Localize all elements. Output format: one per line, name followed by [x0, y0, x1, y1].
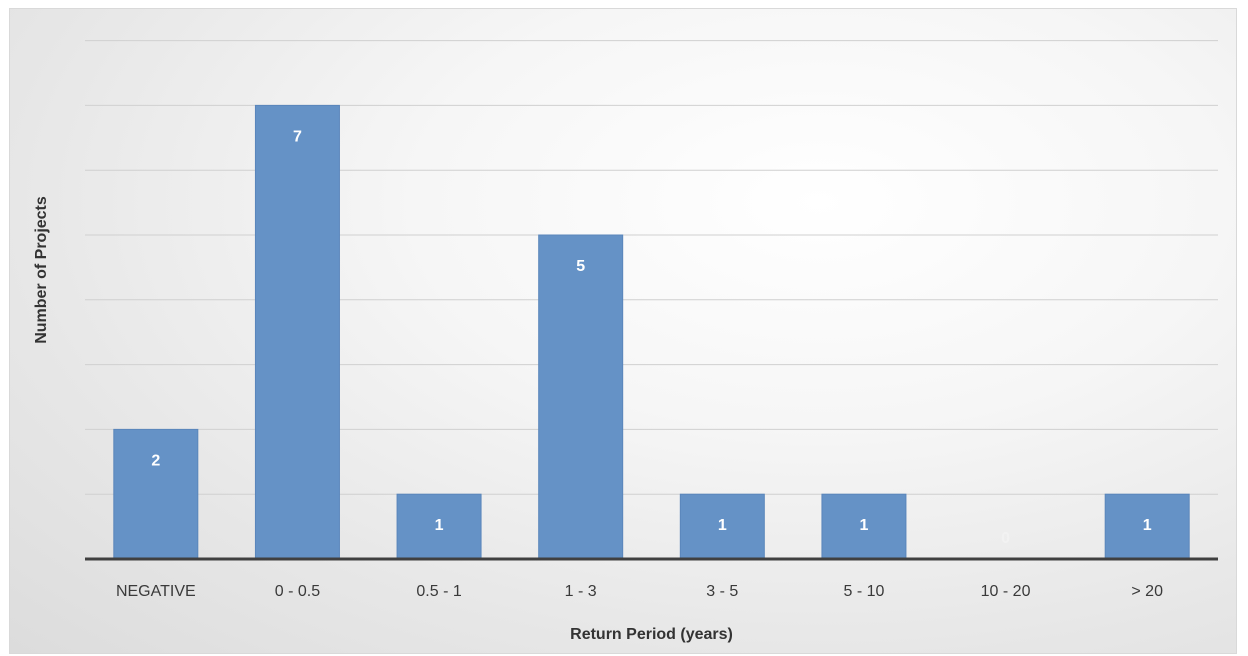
x-tick-label: 0.5 - 1 [416, 583, 461, 600]
x-tick-label: 0 - 0.5 [275, 583, 320, 600]
bar-data-label: 1 [718, 517, 727, 534]
bar [254, 104, 340, 560]
bar-data-label: 0 [1001, 530, 1010, 547]
bar-data-label: 5 [576, 258, 585, 275]
x-axis-tick-labels: NEGATIVE 0 - 0.5 0.5 - 1 1 - 3 3 - 5 5 - 10 10… [116, 583, 1163, 600]
bar-data-label: 1 [435, 517, 444, 534]
x-tick-label: > 20 [1131, 583, 1163, 600]
bar [538, 234, 624, 560]
bar [821, 493, 907, 560]
x-tick-label: 1 - 3 [565, 583, 597, 600]
bars [113, 104, 1190, 560]
x-tick-label: 10 - 20 [981, 583, 1031, 600]
data-labels: 2 7 1 5 1 1 0 1 [151, 128, 1151, 547]
bar [679, 493, 765, 560]
x-tick-label: 5 - 10 [843, 583, 884, 600]
bar-data-label: 7 [293, 128, 302, 145]
bar-data-label: 2 [151, 452, 160, 469]
bar [396, 493, 482, 560]
y-axis-title: Number of Projects [33, 196, 50, 344]
bar [113, 428, 199, 560]
bar-data-label: 1 [1143, 517, 1152, 534]
bar-data-label: 1 [859, 517, 868, 534]
x-tick-label: NEGATIVE [116, 583, 196, 600]
x-axis-title: Return Period (years) [570, 626, 733, 643]
x-tick-label: 3 - 5 [706, 583, 738, 600]
bar [1104, 493, 1190, 560]
